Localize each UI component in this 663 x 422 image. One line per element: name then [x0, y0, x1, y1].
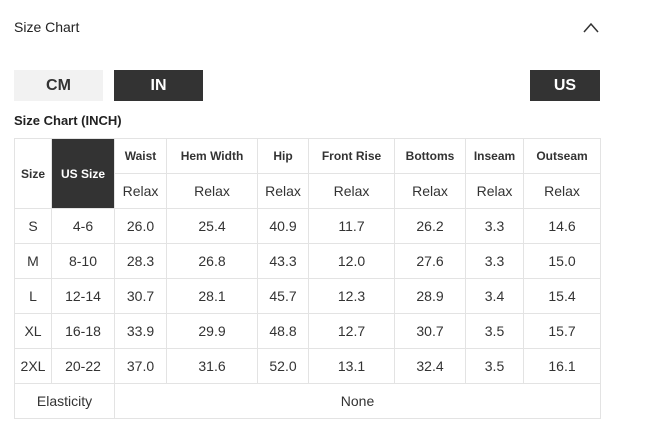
header-cell: Outseam	[523, 138, 601, 174]
header-cell: Size	[14, 138, 52, 209]
subheader-cell: Relax	[394, 173, 466, 209]
data-cell: 15.4	[523, 278, 601, 314]
table-row: L 12-14 30.7 28.1 45.7 12.3 28.9 3.4 15.4	[14, 278, 601, 314]
table-title: Size Chart (INCH)	[14, 113, 122, 128]
section-title: Size Chart	[14, 19, 80, 35]
data-cell: 40.9	[257, 208, 309, 244]
collapse-chevron[interactable]	[582, 20, 600, 36]
data-cell: 12.7	[308, 313, 395, 349]
subheader-cell: Relax	[257, 173, 309, 209]
footer-value: None	[114, 383, 601, 419]
data-cell: 48.8	[257, 313, 309, 349]
header-cell: Hem Width	[166, 138, 258, 174]
data-cell: 3.3	[465, 243, 524, 279]
table-row: M 8-10 28.3 26.8 43.3 12.0 27.6 3.3 15.0	[14, 243, 601, 279]
data-cell: 45.7	[257, 278, 309, 314]
table-row: XL 16-18 33.9 29.9 48.8 12.7 30.7 3.5 15.7	[14, 313, 601, 349]
data-cell: 27.6	[394, 243, 466, 279]
table-row: Relax Relax Relax Relax Relax Relax Relax	[15, 173, 601, 209]
unit-tab[interactable]: CM	[14, 70, 103, 101]
data-cell: 32.4	[394, 348, 466, 384]
table-row: Size US Size Waist Hem Width Hip Front Rise Bo…	[14, 138, 601, 209]
header-cell: Hip	[257, 138, 309, 174]
data-cell: 26.0	[114, 208, 167, 244]
data-cell: 12.0	[308, 243, 395, 279]
data-cell: 16.1	[523, 348, 601, 384]
data-cell: M	[14, 243, 52, 279]
subheader-cell: Relax	[523, 173, 601, 209]
subheader-cell: Relax	[465, 173, 524, 209]
table-row: 2XL 20-22 37.0 31.6 52.0 13.1 32.4 3.5 16.1	[14, 348, 601, 384]
header-cell: Waist	[114, 138, 167, 174]
data-cell: 29.9	[166, 313, 258, 349]
data-cell: 26.8	[166, 243, 258, 279]
unit-tab[interactable]: IN	[114, 70, 203, 101]
data-cell: 28.1	[166, 278, 258, 314]
data-cell: L	[14, 278, 52, 314]
data-cell: 15.7	[523, 313, 601, 349]
data-cell: 31.6	[166, 348, 258, 384]
data-cell: 13.1	[308, 348, 395, 384]
header-cell: Front Rise	[308, 138, 395, 174]
data-cell: XL	[14, 313, 52, 349]
data-cell: 16-18	[51, 313, 115, 349]
subheader-cell: Relax	[114, 173, 167, 209]
data-cell: 30.7	[114, 278, 167, 314]
data-cell: 15.0	[523, 243, 601, 279]
table-row: S 4-6 26.0 25.4 40.9 11.7 26.2 3.3 14.6	[14, 208, 601, 244]
region-button[interactable]: US	[530, 70, 600, 101]
data-cell: S	[14, 208, 52, 244]
footer-label: Elasticity	[14, 383, 115, 419]
data-cell: 2XL	[14, 348, 52, 384]
data-cell: 28.9	[394, 278, 466, 314]
data-cell: 30.7	[394, 313, 466, 349]
data-cell: 28.3	[114, 243, 167, 279]
data-cell: 4-6	[51, 208, 115, 244]
size-table: Size US Size Waist Hem Width Hip Front Rise Bo…	[14, 138, 601, 419]
data-cell: 20-22	[51, 348, 115, 384]
data-cell: 8-10	[51, 243, 115, 279]
data-cell: 33.9	[114, 313, 167, 349]
data-cell: 14.6	[523, 208, 601, 244]
data-cell: 26.2	[394, 208, 466, 244]
data-cell: 3.3	[465, 208, 524, 244]
data-cell: 11.7	[308, 208, 395, 244]
data-cell: 37.0	[114, 348, 167, 384]
data-cell: 25.4	[166, 208, 258, 244]
header-cell: US Size	[51, 138, 115, 209]
header-cell: Inseam	[465, 138, 524, 174]
data-cell: 3.5	[465, 348, 524, 384]
data-cell: 3.5	[465, 313, 524, 349]
header-cell: Bottoms	[394, 138, 466, 174]
data-cell: 43.3	[257, 243, 309, 279]
data-cell: 12-14	[51, 278, 115, 314]
subheader-cell: Relax	[166, 173, 258, 209]
subheader-cell: Relax	[308, 173, 395, 209]
table-row: Elasticity None	[14, 383, 601, 419]
data-cell: 52.0	[257, 348, 309, 384]
data-cell: 3.4	[465, 278, 524, 314]
data-cell: 12.3	[308, 278, 395, 314]
